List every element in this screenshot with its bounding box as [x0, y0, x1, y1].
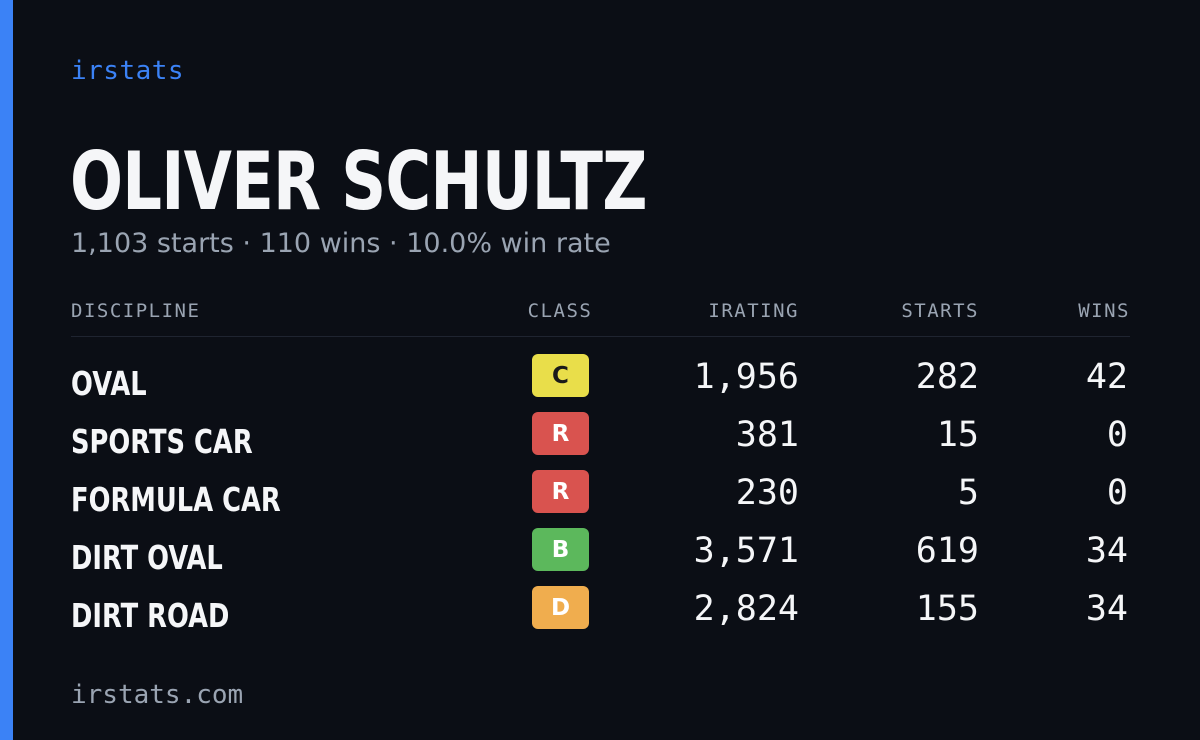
discipline-name: DIRT OVAL [71, 538, 223, 577]
driver-summary: 1,103 starts · 110 wins · 10.0% win rate [71, 228, 611, 259]
license-class-badge: R [532, 470, 589, 513]
license-class-badge: R [532, 412, 589, 455]
wins-value: 0 [1106, 473, 1128, 513]
footer-url: irstats.com [71, 680, 244, 710]
table-row: DIRT ROAD D 2,824 155 34 [71, 586, 1130, 644]
table-row: DIRT OVAL B 3,571 619 34 [71, 528, 1130, 586]
irating-value: 381 [735, 415, 799, 455]
discipline-name: FORMULA CAR [71, 480, 281, 519]
irating-value: 3,571 [693, 531, 799, 571]
starts-value: 282 [915, 357, 979, 397]
irating-value: 230 [735, 473, 799, 513]
table-header: DISCIPLINE CLASS IRATING STARTS WINS [71, 296, 1130, 337]
license-class-badge: B [532, 528, 589, 571]
starts-value: 155 [915, 589, 979, 629]
wins-value: 34 [1085, 589, 1128, 629]
license-class-badge: D [532, 586, 589, 629]
wins-value: 34 [1085, 531, 1128, 571]
discipline-name: SPORTS CAR [71, 422, 253, 461]
table-row: FORMULA CAR R 230 5 0 [71, 470, 1130, 528]
column-header-class: CLASS [527, 300, 593, 322]
driver-name: OLIVER SCHULTZ [70, 135, 647, 228]
table-row: OVAL C 1,956 282 42 [71, 354, 1130, 412]
column-header-discipline: DISCIPLINE [71, 300, 201, 322]
discipline-name: DIRT ROAD [71, 596, 230, 635]
accent-bar [0, 0, 13, 740]
wins-value: 0 [1106, 415, 1128, 455]
starts-value: 5 [957, 473, 979, 513]
column-header-irating: IRATING [708, 300, 799, 322]
discipline-table: DISCIPLINE CLASS IRATING STARTS WINS OVA… [71, 296, 1130, 644]
column-header-starts: STARTS [901, 300, 979, 322]
starts-value: 15 [936, 415, 979, 455]
irating-value: 1,956 [693, 357, 799, 397]
discipline-name: OVAL [71, 364, 147, 403]
table-row: SPORTS CAR R 381 15 0 [71, 412, 1130, 470]
brand-logo: irstats [71, 56, 185, 86]
license-class-badge: C [532, 354, 589, 397]
irating-value: 2,824 [693, 589, 799, 629]
column-header-wins: WINS [1078, 300, 1130, 322]
wins-value: 42 [1085, 357, 1128, 397]
table-body: OVAL C 1,956 282 42 SPORTS CAR R 381 15 … [71, 337, 1130, 644]
starts-value: 619 [915, 531, 979, 571]
